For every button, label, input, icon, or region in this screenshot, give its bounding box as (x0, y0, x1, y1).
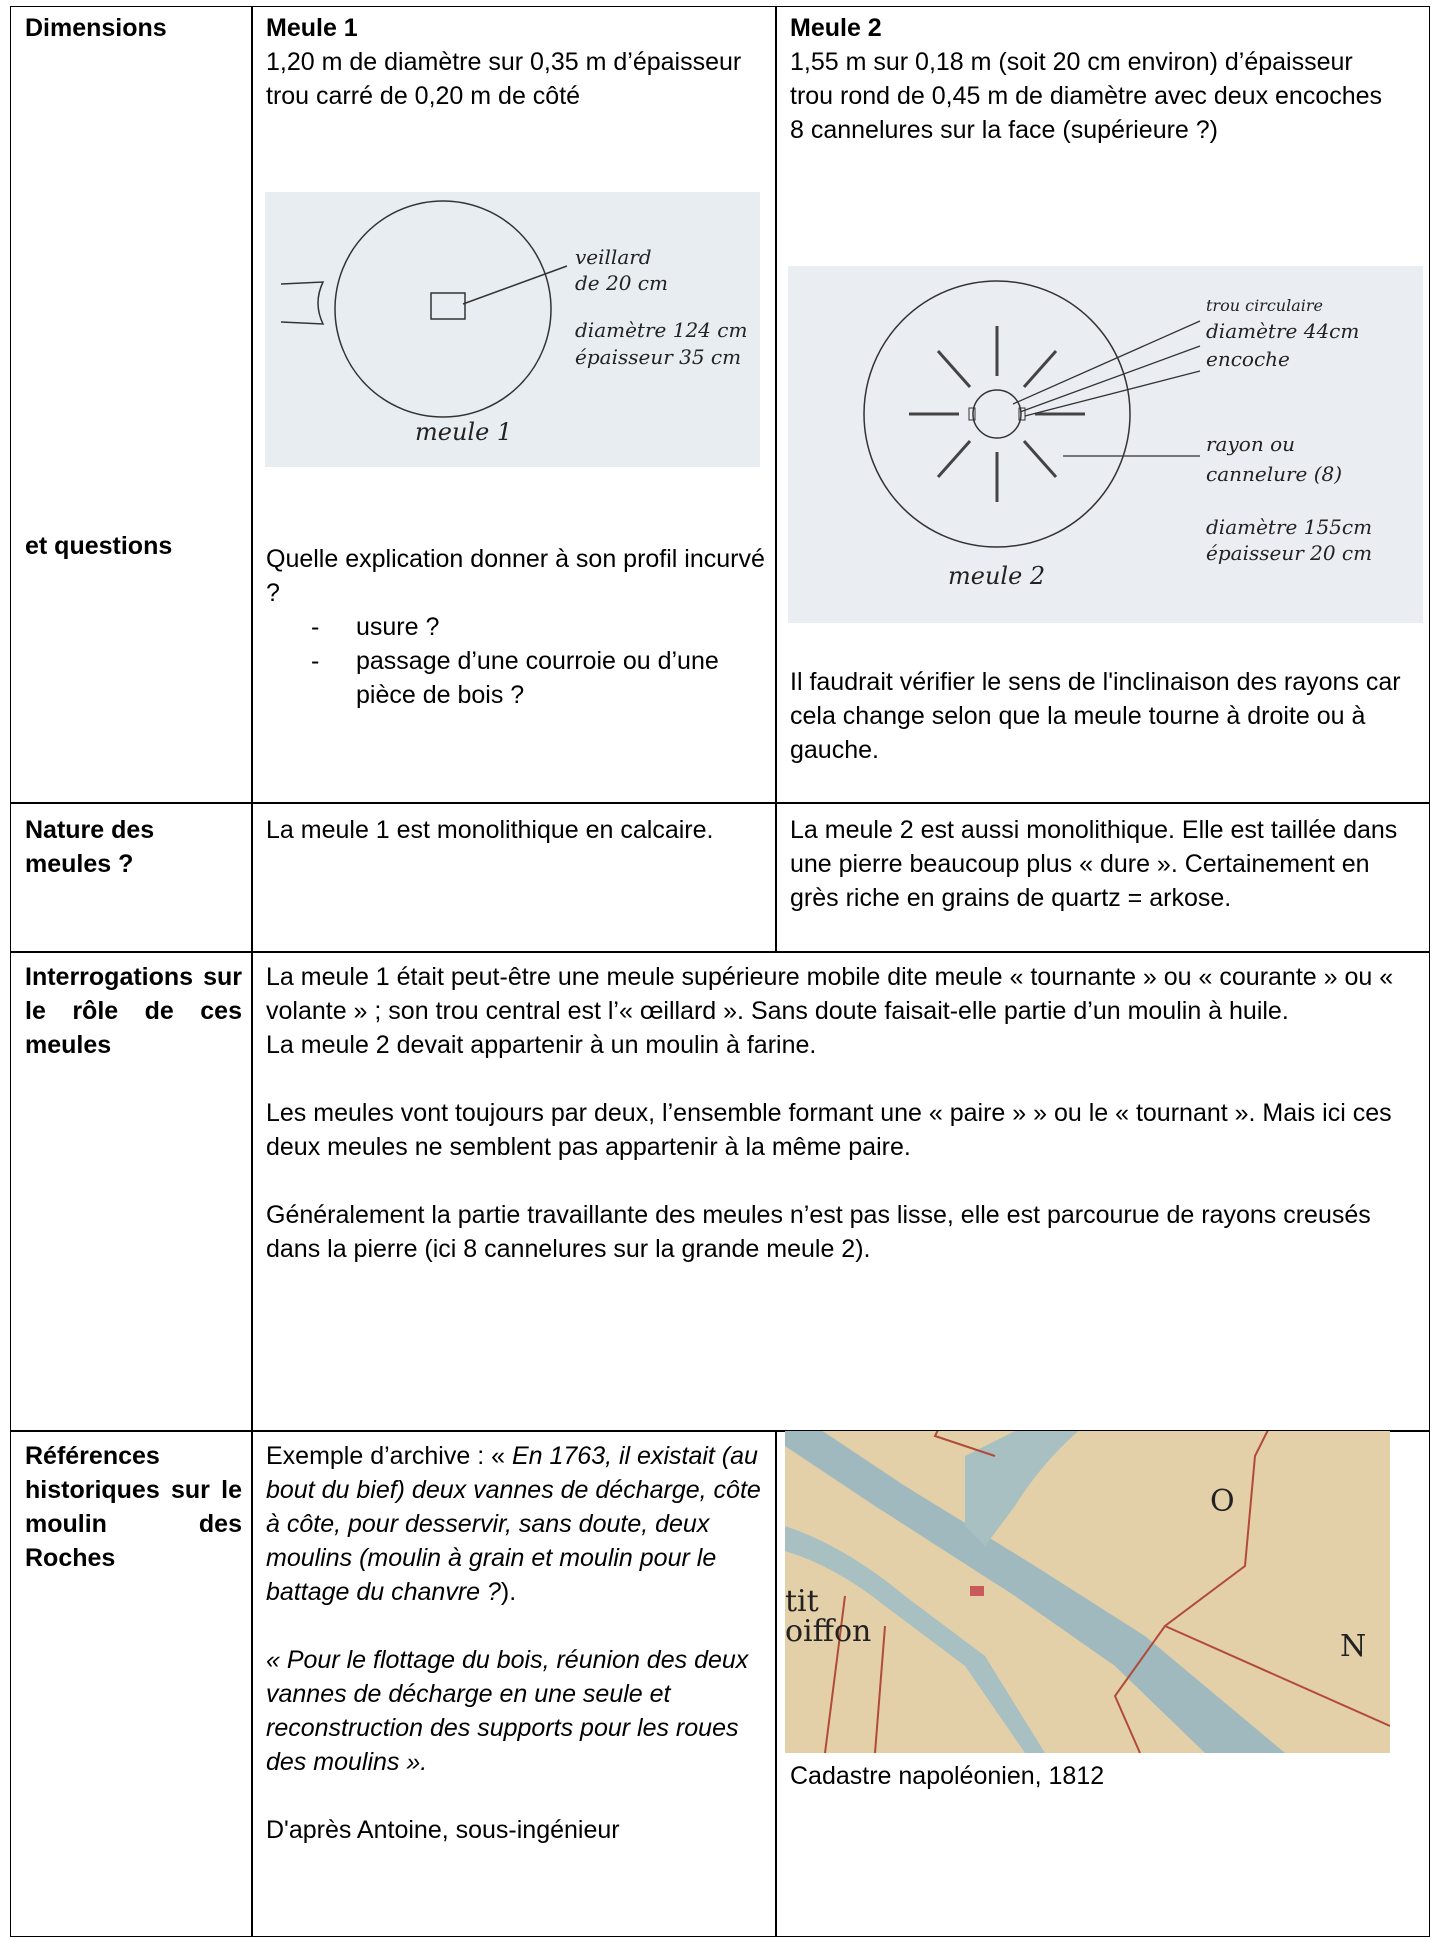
river (785, 1431, 1285, 1753)
cell: Meule 1 1,20 m de diamètre sur 0,35 m d’… (251, 6, 777, 804)
row-header: Références historiques sur le moulin des… (25, 1442, 242, 1572)
row-header: Interrogations sur le rôle de ces meules (25, 963, 242, 1059)
sketch-label: diamètre 44cm (1206, 319, 1359, 343)
source: D'après Antoine, sous-ingénieur (266, 1816, 620, 1844)
sketch-image: veillard de 20 cm diamètre 124 cm épaiss… (265, 192, 760, 467)
line: 8 cannelures sur la face (supérieure ?) (790, 116, 1219, 144)
header-cell: Interrogations sur le rôle de ces meules (10, 951, 253, 1432)
sketch-image: trou circulaire diamètre 44cm encoche ra… (788, 266, 1423, 623)
mill (970, 1586, 984, 1596)
map-label: O (1210, 1484, 1235, 1519)
line: trou rond de 0,45 m de diamètre avec deu… (790, 82, 1383, 110)
header-cell: Dimensions et questions (10, 6, 253, 804)
sketch-label: meule 1 (415, 418, 512, 446)
sketch-label: épaisseur 35 cm (575, 345, 741, 369)
quote: En 1763, il existait (au bout du bief) d… (266, 1442, 761, 1606)
paragraph: La meule 2 devait appartenir à un moulin… (266, 1031, 817, 1059)
notch (1018, 407, 1026, 421)
cell: tit oiffon O N Cadastre napoléonien, 181… (775, 1430, 1430, 1937)
millstone (863, 280, 1131, 548)
sketch-label: trou circulaire (1206, 296, 1323, 315)
sketch-label: encoche (1206, 347, 1290, 371)
text: ). (500, 1578, 517, 1606)
header-cell: Références historiques sur le moulin des… (10, 1430, 253, 1937)
sketch-label: veillard (575, 245, 652, 269)
text-block: Meule 1 1,20 m de diamètre sur 0,35 m d’… (266, 11, 766, 113)
sketch-label: de 20 cm (575, 271, 668, 295)
line: trou carré de 0,20 m de côté (266, 82, 581, 110)
bullet: passage d’une courroie ou d’une pièce de… (311, 644, 766, 712)
question: Quelle explication donner à son profil i… (266, 545, 765, 607)
millstone (334, 200, 552, 418)
sketch-label: meule 2 (948, 562, 1045, 590)
paragraph: Généralement la partie travaillante des … (266, 1201, 1371, 1263)
sketch-label: diamètre 124 cm (575, 318, 747, 342)
map-label: oiffon (785, 1614, 871, 1649)
sketch-label: épaisseur 20 cm (1206, 541, 1372, 565)
leaders (1012, 320, 1201, 457)
row-header: Dimensions (25, 14, 167, 42)
river (785, 1526, 1045, 1753)
note: Il faudrait vérifier le sens de l'inclin… (790, 668, 1401, 764)
sketch-label: diamètre 155cm (1206, 515, 1372, 539)
cell-text: La meule 1 est monolithique en calcaire. (266, 816, 714, 844)
paragraph: Exemple d’archive : « En 1763, il exista… (266, 1439, 766, 1609)
profile (280, 281, 325, 325)
round-hole (972, 389, 1022, 439)
cell: La meule 1 était peut-être une meule sup… (251, 951, 1430, 1432)
line: 1,20 m de diamètre sur 0,35 m d’épaisseu… (266, 48, 742, 76)
line: 1,55 m sur 0,18 m (soit 20 cm environ) d… (790, 48, 1353, 76)
cell-title: Meule 2 (790, 14, 882, 42)
leader (462, 265, 568, 305)
row-header-sub: et questions (25, 532, 173, 560)
sketch-label: rayon ou (1206, 432, 1295, 456)
notch (968, 407, 976, 421)
cell-text: La meule 2 est aussi monolithique. Elle … (790, 816, 1398, 912)
square-hole (430, 292, 466, 320)
map-label: N (1340, 1629, 1366, 1664)
grooves (909, 326, 1085, 502)
row-header: Nature des meules ? (25, 816, 155, 878)
map-label: tit (785, 1584, 819, 1619)
parcels (824, 1431, 1390, 1753)
text-block: La meule 1 était peut-être une meule sup… (266, 960, 1419, 1266)
river (965, 1431, 1079, 1546)
quote: « Pour le flottage du bois, réunion des … (266, 1646, 749, 1776)
bullet-list: usure ? passage d’une courroie ou d’une … (266, 610, 766, 712)
cell: Exemple d’archive : « En 1763, il exista… (251, 1430, 777, 1937)
text-block: Meule 2 1,55 m sur 0,18 m (soit 20 cm en… (790, 11, 1419, 147)
cell: Meule 2 1,55 m sur 0,18 m (soit 20 cm en… (775, 6, 1430, 804)
cell-title: Meule 1 (266, 14, 358, 42)
caption: Cadastre napoléonien, 1812 (790, 1762, 1105, 1790)
map-image: tit oiffon O N (785, 1431, 1390, 1753)
cell: La meule 2 est aussi monolithique. Elle … (775, 802, 1430, 953)
cell: La meule 1 est monolithique en calcaire. (251, 802, 777, 953)
photo-bg (788, 266, 1423, 623)
header-cell: Nature des meules ? (10, 802, 253, 953)
bullet: usure ? (311, 610, 766, 644)
text: Exemple d’archive : « (266, 1442, 512, 1470)
text-block: Exemple d’archive : « En 1763, il exista… (266, 1439, 766, 1847)
photo-bg (265, 192, 760, 467)
sketch-label: cannelure (8) (1206, 462, 1342, 486)
paragraph: Les meules vont toujours par deux, l’ens… (266, 1099, 1392, 1161)
text-block: Quelle explication donner à son profil i… (266, 542, 766, 712)
paragraph: La meule 1 était peut-être une meule sup… (266, 963, 1394, 1025)
